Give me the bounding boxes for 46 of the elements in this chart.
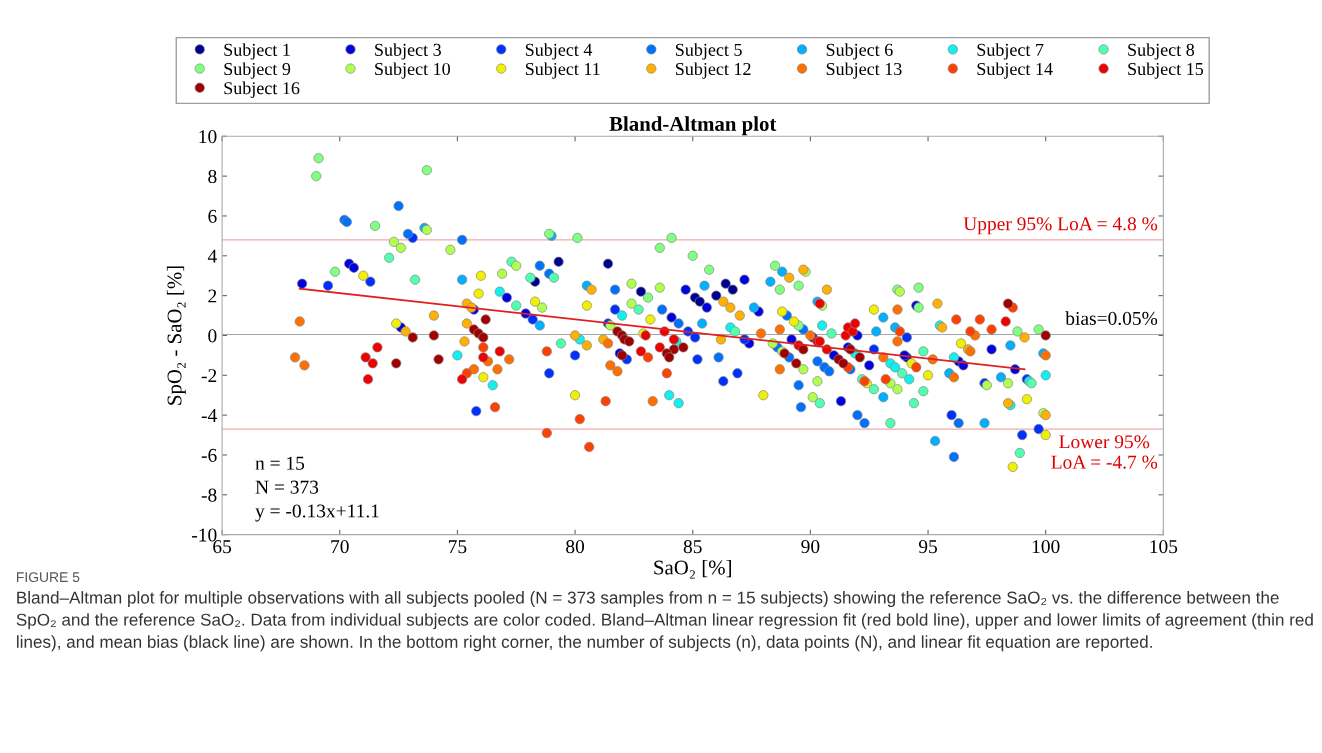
y-axis-title: SpO₂ - SaO₂ [%] [166, 266, 186, 405]
legend-label: Subject 14 [977, 62, 1053, 79]
legend-label: Subject 1 [224, 43, 290, 60]
annotation: n = 15 [255, 456, 305, 470]
x-tick-label: 65 [213, 540, 232, 554]
legend-label: Subject 15 [1128, 62, 1204, 79]
x-axis-title: SaO₂ [%] [654, 559, 731, 579]
annotation: y = -0.13x+11.1 [255, 504, 379, 522]
y-tick-label: 8 [208, 169, 217, 184]
legend-label: Subject 5 [676, 43, 742, 60]
legend-label: Subject 6 [826, 43, 893, 60]
y-tick-label: -4 [201, 409, 217, 422]
legend-label: Subject 11 [525, 62, 600, 79]
y-tick-label: -6 [201, 448, 217, 462]
y-tick-label: -8 [201, 488, 217, 502]
y-tick-label: -2 [201, 369, 217, 383]
x-tick-label: 80 [566, 540, 585, 554]
chart-title: Bland-Altman plot [609, 116, 777, 136]
y-tick-label: 2 [208, 289, 217, 303]
x-tick-label: 75 [448, 540, 467, 554]
legend-label: Subject 12 [676, 62, 751, 79]
x-tick-label: 95 [918, 540, 938, 554]
legend-label: Subject 13 [826, 62, 902, 79]
legend-label: Subject 9 [224, 62, 291, 79]
y-tick-label: 10 [199, 130, 217, 144]
y-tick-label: 4 [207, 249, 217, 263]
legend-label: Subject 8 [1128, 43, 1195, 60]
caption: FIGURE 5 [17, 572, 80, 583]
x-tick-label: 85 [683, 540, 702, 554]
legend-label: Subject 16 [224, 81, 300, 98]
text: Bland–Altman plot for multiple observations with all subjects pooled (N = 373 samples from n = 15 subjects) showing the reference SaO₂ vs. the difference between the SpO₂ and the reference SaO₂. Data from individual subjects are color coded. Bland–Altman linear regression fit (red bold line), upper and lower limits of agreement (thin red lines), and mean bias (black line) are shown. In the bottom right corner, the number of subjects (n), data points (N), and linear fit equation are reported. [16, 591, 1313, 652]
x-tick-label: 105 [1150, 540, 1178, 554]
legend-label: Subject 4 [525, 43, 593, 60]
x-tick-label: 70 [331, 540, 349, 554]
y-tick-label: 0 [208, 329, 217, 343]
x-tick-label: 90 [801, 540, 820, 554]
x-tick-label: 100 [1032, 540, 1060, 554]
legend-label: Subject 3 [375, 43, 441, 60]
ref-line-label: Upper 95% LoA = 4.8 % [963, 217, 1158, 235]
legend-label: Subject 10 [375, 62, 450, 79]
y-tick-label: -10 [192, 528, 217, 542]
legend-label: Subject 7 [977, 43, 1044, 60]
annotation: N = 373 [255, 480, 319, 494]
ref-line-label: bias=0.05% [1065, 311, 1158, 326]
y-tick-label: 6 [208, 209, 217, 223]
ref-line-label: Lower 95% LoA = -4.7 % [1051, 435, 1158, 469]
